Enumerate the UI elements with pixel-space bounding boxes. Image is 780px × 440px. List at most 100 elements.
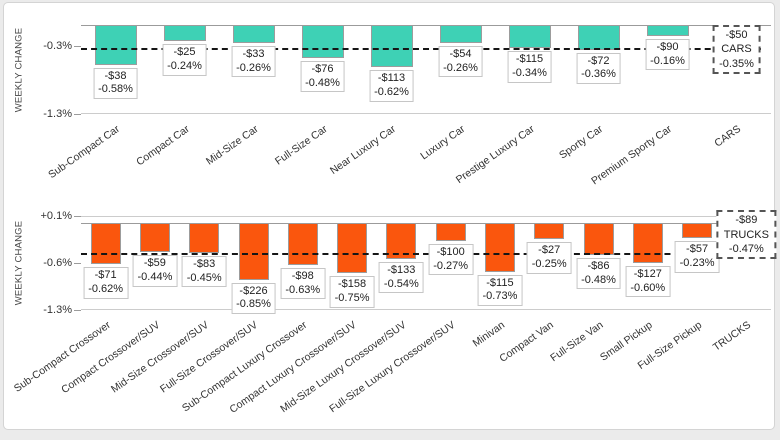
bar (435, 222, 466, 241)
bar (90, 222, 121, 265)
aggregate-dollar: -$50 (725, 28, 748, 41)
tick-mark (74, 262, 81, 264)
value-label: -$98 -0.63% (280, 267, 326, 300)
value-percent: -0.63% (285, 283, 321, 296)
value-dollar: -$86 (587, 259, 610, 272)
aggregate-percent: -0.35% (719, 57, 754, 70)
plot-bottom-line (81, 309, 771, 310)
value-percent: -0.62% (374, 86, 409, 99)
aggregate-percent: -0.47% (728, 242, 764, 255)
bar (163, 25, 206, 42)
bar (484, 222, 515, 272)
value-percent: -0.24% (167, 60, 202, 73)
value-dollar: -$113 (377, 72, 406, 85)
bar (139, 222, 170, 253)
bar (534, 222, 565, 240)
value-percent: -0.75% (334, 291, 370, 304)
category-label: TRUCKS (710, 319, 754, 354)
value-percent: -0.48% (581, 273, 616, 286)
value-label: -$127 -0.60% (625, 265, 671, 298)
tick-label: +0.1% (40, 210, 73, 222)
bar (386, 222, 417, 259)
value-label: -$86 -0.48% (576, 257, 621, 290)
value-dollar: -$100 (436, 245, 465, 258)
bar (682, 222, 713, 239)
plot-bottom-line (81, 113, 771, 114)
tick-mark (74, 45, 81, 47)
category-label: Full-Size Van (547, 319, 606, 365)
value-dollar: -$25 (173, 46, 196, 59)
aggregate-name: TRUCKS (723, 228, 769, 241)
value-percent: -0.60% (630, 281, 666, 294)
value-dollar: -$83 (193, 257, 216, 270)
category-label: Minivan (470, 319, 507, 350)
average-dashed-line (81, 47, 761, 50)
value-percent: -0.26% (236, 61, 271, 74)
value-label: -$25 -0.24% (162, 44, 207, 76)
bar (301, 25, 344, 58)
value-dollar: -$98 (291, 269, 314, 282)
value-label: -$100 -0.27% (428, 243, 474, 276)
value-percent: -0.25% (531, 258, 567, 271)
value-dollar: -$71 (94, 269, 117, 282)
value-label: -$33 -0.26% (231, 45, 276, 78)
value-dollar: -$54 (449, 47, 472, 60)
value-label: -$115 -0.34% (507, 51, 552, 83)
category-label: Compact Van (497, 319, 557, 365)
value-label: -$90 -0.16% (645, 38, 690, 71)
tick-label: -1.3% (43, 303, 72, 316)
tick-mark (74, 216, 81, 217)
tick-mark (74, 114, 81, 116)
tick-label: -0.6% (43, 256, 72, 269)
aggregate-dollar: -$89 (735, 214, 758, 227)
value-label: -$27 -0.25% (526, 242, 572, 274)
value-label: -$115 -0.73% (477, 274, 523, 307)
bar (632, 222, 663, 263)
value-dollar: -$133 (387, 263, 416, 276)
chart-card: WEEKLY CHANGE -0.3% -1.3% -$38 -0.58% -$25 -0… (3, 2, 776, 430)
value-percent: -0.62% (88, 283, 124, 296)
bar (238, 222, 269, 280)
value-label: -$158 -0.75% (329, 276, 375, 308)
value-label: -$57 -0.23% (674, 241, 720, 273)
value-label: -$226 -0.85% (231, 282, 276, 315)
value-dollar: -$72 (587, 54, 610, 67)
bar (189, 222, 220, 253)
cars-chart: WEEKLY CHANGE -0.3% -1.3% -$38 -0.58% -$25 -0… (4, 3, 774, 429)
bar (232, 25, 275, 43)
value-label: -$133 -0.54% (378, 261, 424, 294)
average-dashed-line (81, 253, 761, 256)
value-dollar: -$27 (538, 244, 561, 257)
value-label: -$59 -0.44% (132, 255, 178, 287)
value-label: -$83 -0.45% (181, 255, 227, 288)
value-percent: -0.85% (236, 298, 271, 311)
value-dollar: -$76 (311, 62, 334, 75)
tick-label: -1.3% (43, 108, 72, 121)
tick-mark (74, 309, 81, 311)
bar (583, 222, 614, 255)
bar (337, 222, 368, 273)
value-percent: -0.23% (679, 256, 715, 269)
value-label: -$54 -0.26% (438, 45, 483, 78)
value-percent: -0.34% (512, 67, 547, 80)
value-label: -$71 -0.62% (83, 267, 129, 299)
aggregate-box: -$50 CARS -0.35% (712, 24, 761, 74)
value-percent: -0.26% (443, 61, 478, 74)
bar (370, 25, 413, 68)
x-axis-labels: Sub-Compact Crossover Compact Crossover/S… (11, 310, 771, 428)
value-dollar: -$90 (656, 40, 679, 53)
plot-top-line (81, 216, 771, 217)
y-axis-title: WEEKLY CHANGE (13, 220, 25, 306)
value-dollar: -$33 (242, 47, 265, 60)
bar (577, 25, 620, 50)
value-dollar: -$59 (143, 257, 166, 270)
value-label: -$72 -0.36% (576, 52, 621, 85)
value-label: -$113 -0.62% (369, 70, 414, 102)
bar (646, 25, 689, 36)
value-dollar: -$115 (515, 53, 544, 66)
aggregate-name: CARS (721, 43, 752, 56)
value-label: -$76 -0.48% (300, 60, 345, 93)
bar (508, 25, 551, 49)
value-percent: -0.44% (137, 270, 173, 283)
value-dollar: -$226 (239, 284, 268, 297)
